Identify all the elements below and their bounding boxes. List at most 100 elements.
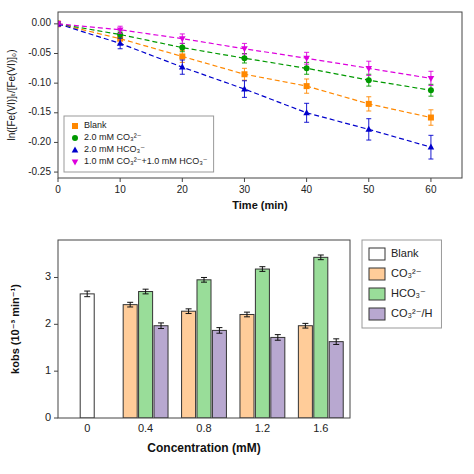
y-tick [54, 23, 58, 24]
x-tick-label: 20 [177, 184, 189, 195]
error-bar [84, 291, 90, 297]
point [117, 27, 124, 33]
error-bar [304, 79, 309, 93]
x-tick-label: 0.4 [138, 422, 153, 434]
series-line [58, 24, 431, 118]
error-bar [158, 323, 164, 329]
y-axis-label: ln([Fe(VI)]ₜ/[Fe(VI)]₀) [6, 50, 17, 141]
legend-marker [72, 135, 78, 141]
point [304, 83, 310, 89]
y-tick-label: 1 [45, 364, 51, 376]
bar [80, 294, 94, 418]
legend-frame [362, 240, 441, 328]
bar [240, 314, 254, 418]
legend-label: 2.0 mM CO₃²⁻ [84, 132, 142, 142]
point [179, 64, 186, 70]
x-tick-label: 50 [363, 184, 375, 195]
error-bar [127, 302, 133, 307]
legend-frame [64, 116, 214, 172]
y-axis-label: kobs (10⁻³ min⁻¹) [9, 284, 21, 374]
x-tick [58, 178, 59, 182]
x-tick [244, 178, 245, 182]
bar [212, 330, 226, 418]
x-axis-label: Time (min) [232, 199, 288, 211]
x-tick-label: 1.6 [313, 422, 328, 434]
error-bar [302, 323, 308, 328]
legend-label: 2.0 mM HCO₃⁻ [84, 144, 145, 154]
error-bar [118, 38, 123, 49]
error-bar [428, 135, 433, 159]
error-bar [304, 103, 309, 122]
error-bar [318, 255, 324, 260]
point [117, 40, 124, 46]
point [179, 45, 185, 51]
error-bar [201, 277, 207, 282]
bar-chart: 012300.40.81.21.6Concentration (mM)kobs … [9, 240, 350, 455]
x-tick-label: 0 [55, 184, 61, 195]
point [366, 77, 372, 83]
bar [182, 311, 196, 418]
legend-marker [72, 146, 79, 152]
point [241, 71, 247, 77]
legend-swatch [369, 308, 385, 320]
x-tick-label: 1.2 [255, 422, 270, 434]
bar [139, 292, 153, 418]
x-tick [120, 178, 121, 182]
legend-swatch [369, 288, 385, 300]
y-tick-label: -0.25 [28, 166, 51, 177]
series-line [58, 24, 431, 90]
error-bar [186, 309, 192, 314]
bar [314, 257, 328, 418]
legend-label: HCO₃⁻ [391, 287, 426, 299]
series-line [58, 24, 431, 79]
legend: BlankCO₃²⁻HCO₃⁻CO₃²⁻/H [362, 240, 441, 328]
point [179, 36, 186, 42]
x-tick-label: 0.8 [196, 422, 211, 434]
legend-swatch [369, 268, 385, 280]
error-bar [333, 339, 339, 345]
y-tick [54, 142, 58, 143]
point [304, 65, 310, 71]
point [428, 87, 434, 93]
error-bar [180, 34, 185, 43]
error-bar [366, 119, 371, 140]
error-bar [143, 289, 149, 294]
x-tick-label: 0 [84, 422, 90, 434]
error-bar [304, 52, 309, 64]
point [428, 76, 435, 82]
x-axis-label: Concentration (mM) [147, 441, 260, 455]
point [365, 126, 372, 132]
error-bar [259, 267, 265, 272]
legend-marker [72, 123, 78, 129]
plot-frame [58, 240, 350, 418]
y-tick [54, 53, 58, 54]
y-tick-label: -0.20 [28, 136, 51, 147]
error-bar [180, 60, 185, 74]
bar [123, 305, 137, 418]
error-bar [244, 312, 250, 317]
y-tick-label: 0 [45, 411, 51, 423]
x-tick-label: 40 [301, 184, 313, 195]
point [241, 46, 248, 52]
point [241, 55, 247, 61]
y-tick [54, 418, 58, 419]
y-tick [54, 277, 58, 278]
bar [298, 326, 312, 418]
x-tick-label: 30 [239, 184, 251, 195]
bar [154, 326, 168, 418]
error-bar [242, 68, 247, 80]
y-tick [54, 112, 58, 113]
y-tick [54, 172, 58, 173]
bar [255, 269, 269, 418]
point [365, 66, 372, 72]
series [58, 20, 434, 159]
y-tick-label: -0.15 [28, 106, 51, 117]
x-tick [430, 178, 431, 182]
error-bar [180, 43, 185, 51]
legend-label: 1.0 mM CO₃²⁻+1.0 mM HCO₃⁻ [84, 156, 208, 166]
bars [80, 255, 343, 418]
error-bar [366, 97, 371, 111]
y-tick [54, 324, 58, 325]
point [366, 101, 372, 107]
legend-swatch [369, 248, 385, 260]
